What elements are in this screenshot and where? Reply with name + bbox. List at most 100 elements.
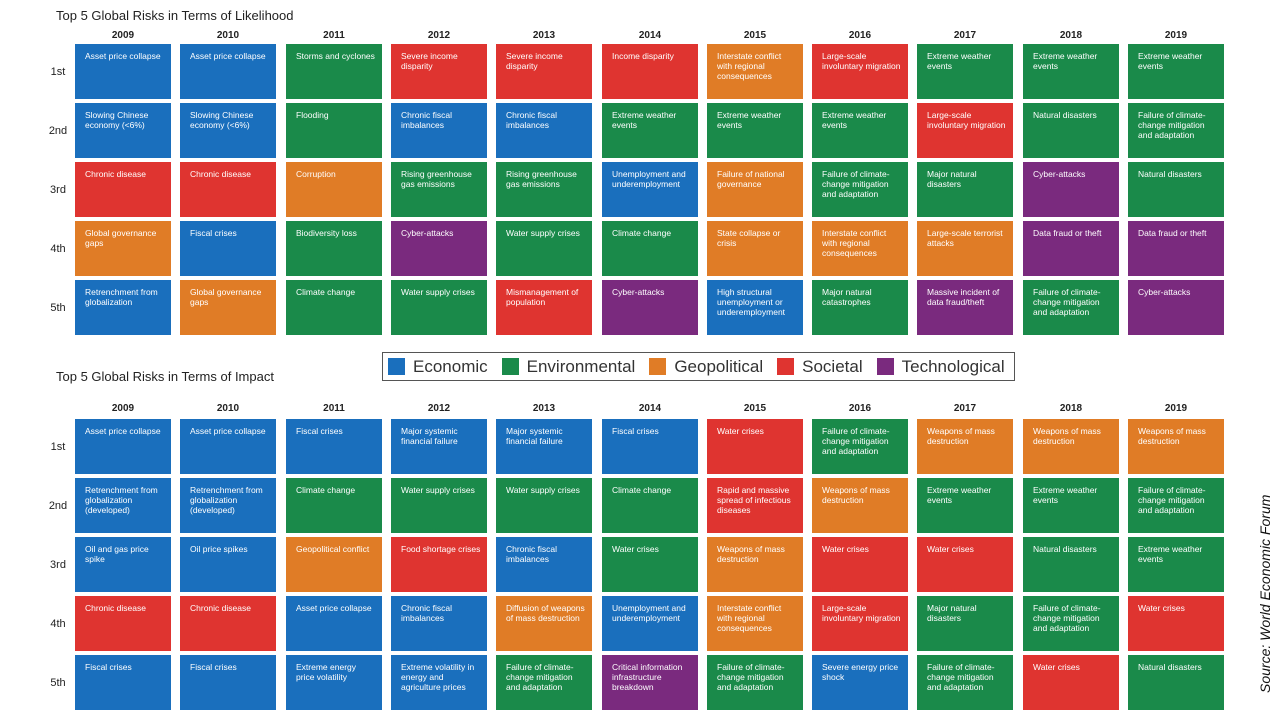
risk-cell: Unemployment and underemployment (602, 162, 698, 217)
rank-label-5th: 5th (50, 302, 66, 314)
risk-cell: Natural disasters (1023, 537, 1119, 592)
rank-label-1st: 1st (50, 66, 66, 78)
rank-label-4th: 4th (50, 243, 66, 255)
risk-cell: Retrenchment from globalization (75, 280, 171, 335)
risk-cell: Severe income disparity (391, 44, 487, 99)
risk-cell: Diffusion of weapons of mass destruction (496, 596, 592, 651)
risk-cell: Extreme weather events (812, 103, 908, 158)
rank-label-3rd: 3rd (50, 184, 66, 196)
legend-label-geopolitical: Geopolitical (674, 356, 764, 376)
risk-cell: Climate change (286, 280, 382, 335)
year-header-2012: 2012 (427, 30, 451, 41)
year-header-2018: 2018 (1059, 403, 1083, 414)
risk-cell: Global governance gaps (180, 280, 276, 335)
risk-cell: Rising greenhouse gas emissions (391, 162, 487, 217)
legend-swatch-geopolitical (649, 358, 667, 375)
risk-cell: Fiscal crises (75, 655, 171, 710)
risk-cell: Cyber-attacks (391, 221, 487, 276)
risk-cell: Major systemic financial failure (496, 419, 592, 474)
risk-cell: Slowing Chinese economy (<6%) (180, 103, 276, 158)
rank-label-5th: 5th (50, 677, 66, 689)
risk-cell: Extreme weather events (1128, 537, 1224, 592)
year-header-2018: 2018 (1059, 30, 1083, 41)
risk-cell: Climate change (602, 478, 698, 533)
risk-cell: Retrenchment from globalization (develop… (75, 478, 171, 533)
risk-cell: Water crises (707, 419, 803, 474)
year-header-2017: 2017 (953, 403, 977, 414)
legend-item-economic: Economic (388, 357, 488, 377)
year-header-2010: 2010 (216, 30, 240, 41)
year-header-2011: 2011 (323, 403, 345, 414)
risk-cell: Extreme weather events (917, 478, 1013, 533)
risk-cell: Failure of climate-change mitigation and… (812, 162, 908, 217)
risk-cell: Asset price collapse (75, 44, 171, 99)
legend-label-societal: Societal (802, 356, 863, 376)
risk-cell: Chronic fiscal imbalances (496, 537, 592, 592)
legend-label-environmental: Environmental (526, 356, 636, 376)
risk-cell: Cyber-attacks (1128, 280, 1224, 335)
risk-cell: Failure of climate-change mitigation and… (1128, 478, 1224, 533)
rank-label-2nd: 2nd (48, 125, 68, 137)
year-header-2016: 2016 (848, 403, 872, 414)
risk-cell: Retrenchment from globalization (develop… (180, 478, 276, 533)
risk-cell: Severe income disparity (496, 44, 592, 99)
risk-cell: Extreme weather events (1128, 44, 1224, 99)
risk-cell: Failure of climate-change mitigation and… (1023, 280, 1119, 335)
risk-cell: Natural disasters (1023, 103, 1119, 158)
legend-swatch-technological (876, 358, 894, 375)
source-note: Source: World Economic Forum (1257, 494, 1273, 693)
year-header-2009: 2009 (111, 403, 135, 414)
risk-cell: Major natural disasters (917, 596, 1013, 651)
likelihood-title: Top 5 Global Risks in Terms of Likelihoo… (56, 8, 294, 23)
risk-cell: Failure of climate-change mitigation and… (707, 655, 803, 710)
risk-cell: Mismanagement of population (496, 280, 592, 335)
risk-cell: Chronic disease (75, 596, 171, 651)
risk-cell: Water supply crises (391, 478, 487, 533)
year-header-2019: 2019 (1164, 403, 1188, 414)
year-header-2013: 2013 (532, 403, 556, 414)
year-header-2014: 2014 (638, 30, 662, 41)
rank-label-4th: 4th (50, 618, 66, 630)
legend-item-societal: Societal (777, 356, 863, 377)
risk-cell: Chronic fiscal imbalances (391, 103, 487, 158)
rank-label-1st: 1st (50, 441, 66, 453)
rank-label-3rd: 3rd (50, 559, 66, 571)
risk-cell: Large-scale involuntary migration (917, 103, 1013, 158)
risk-cell: Natural disasters (1128, 655, 1224, 710)
risk-cell: Water supply crises (496, 478, 592, 533)
risk-cell: Large-scale involuntary migration (812, 44, 908, 99)
legend-item-geopolitical: Geopolitical (649, 357, 763, 377)
risk-cell: Failure of climate-change mitigation and… (1023, 596, 1119, 651)
risk-cell: Fiscal crises (180, 221, 276, 276)
risk-cell: Asset price collapse (75, 419, 171, 474)
risk-cell: Failure of climate-change mitigation and… (1128, 103, 1224, 158)
risk-cell: Chronic disease (75, 162, 171, 217)
rank-label-2nd: 2nd (48, 500, 68, 512)
year-header-2017: 2017 (953, 30, 977, 41)
risk-cell: Water crises (602, 537, 698, 592)
year-header-2016: 2016 (848, 30, 872, 41)
risk-cell: Unemployment and underemployment (602, 596, 698, 651)
risk-cell: Interstate conflict with regional conseq… (812, 221, 908, 276)
risk-cell: Fiscal crises (602, 419, 698, 474)
risk-cell: Weapons of mass destruction (707, 537, 803, 592)
risk-cell: Major natural disasters (917, 162, 1013, 217)
risk-cell: Large-scale involuntary migration (812, 596, 908, 651)
legend-swatch-economic (388, 358, 405, 375)
year-header-2013: 2013 (532, 30, 556, 41)
risk-cell: Weapons of mass destruction (917, 419, 1013, 474)
risk-cell: Biodiversity loss (286, 221, 382, 276)
risk-cell: Extreme weather events (1023, 44, 1119, 99)
risk-cell: Massive incident of data fraud/theft (917, 280, 1013, 335)
risk-cell: Rising greenhouse gas emissions (496, 162, 592, 217)
risk-cell: Failure of national governance (707, 162, 803, 217)
year-header-2014: 2014 (638, 403, 662, 414)
risk-cell: Chronic disease (180, 596, 276, 651)
legend-label-technological: Technological (901, 356, 1005, 376)
risk-cell: State collapse or crisis (707, 221, 803, 276)
risk-cell: Storms and cyclones (286, 44, 382, 99)
risk-cell: Chronic fiscal imbalances (391, 596, 487, 651)
impact-title: Top 5 Global Risks in Terms of Impact (56, 369, 274, 384)
risk-cell: Extreme weather events (917, 44, 1013, 99)
category-legend: Economic Environmental Geopolitical Soci… (382, 352, 1015, 381)
